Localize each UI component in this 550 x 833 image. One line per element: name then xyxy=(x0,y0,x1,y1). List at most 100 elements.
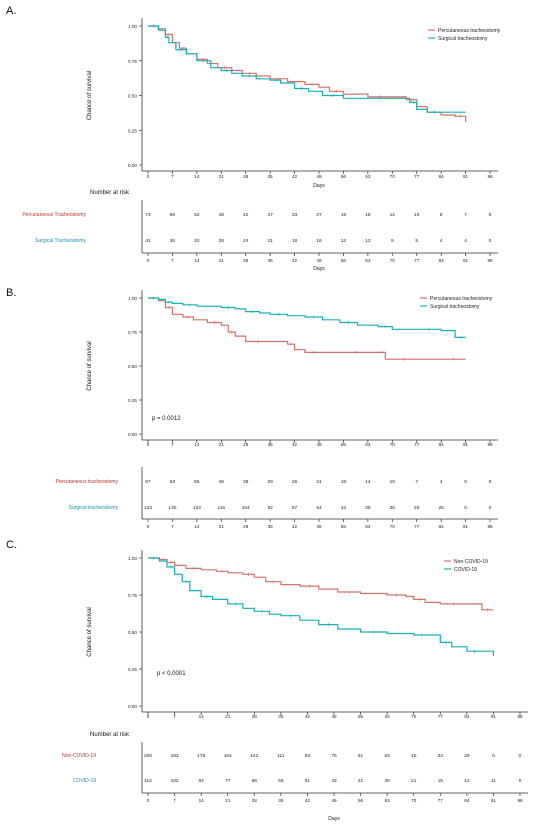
risk-value: 25 xyxy=(438,505,444,511)
legend-label: COVID-19 xyxy=(454,567,477,573)
risk-x-tick-label: 21 xyxy=(225,798,231,803)
risk-value: 111 xyxy=(277,753,285,759)
risk-value: 10 xyxy=(414,212,420,218)
risk-x-tick-label: 56 xyxy=(341,524,347,529)
x-tick-label: 56 xyxy=(341,442,347,447)
risk-x-tick-label: 91 xyxy=(491,798,497,803)
risk-x-tick-label: 49 xyxy=(316,258,322,263)
y-tick-label: 0.25 xyxy=(128,667,137,672)
x-tick-label: 91 xyxy=(463,174,469,179)
risk-value: 11 xyxy=(491,778,496,784)
risk-x-tick-label: 49 xyxy=(316,524,322,529)
risk-value: 49 xyxy=(219,212,225,218)
risk-value: 18 xyxy=(365,212,371,218)
y-tick-label: 0.75 xyxy=(128,593,137,598)
risk-value: 164 xyxy=(224,753,232,759)
y-tick-label: 0.00 xyxy=(128,163,137,168)
series-line-1 xyxy=(148,297,466,360)
x-tick-label: 84 xyxy=(464,714,470,719)
risk-value: 77 xyxy=(225,778,231,784)
x-tick-label: 28 xyxy=(243,442,249,447)
risk-x-tick-label: 70 xyxy=(390,524,396,529)
x-tick-label: 77 xyxy=(438,714,444,719)
risk-value: 133 xyxy=(144,505,152,511)
x-tick-label: 56 xyxy=(358,714,364,719)
risk-value: 73 xyxy=(145,212,151,218)
legend-label: Surgical tracheostomy xyxy=(430,304,480,310)
legend-label: Percutaneous tracheostomy xyxy=(438,28,501,34)
risk-x-tick-label: 84 xyxy=(464,798,470,803)
risk-value: 38 xyxy=(243,479,249,485)
y-tick-label: 1.00 xyxy=(128,24,137,29)
series-line-1 xyxy=(148,25,467,122)
risk-value: 67 xyxy=(145,479,151,485)
risk-value: 12 xyxy=(464,778,470,784)
x-tick-label: 49 xyxy=(316,442,322,447)
risk-value: 8 xyxy=(440,212,443,218)
risk-value: 48 xyxy=(219,479,225,485)
risk-value: 82 xyxy=(267,505,273,511)
x-tick-label: 84 xyxy=(439,442,445,447)
y-tick-label: 0.75 xyxy=(128,330,137,335)
risk-x-tick-label: 14 xyxy=(194,524,200,529)
risk-x-tick-label: 35 xyxy=(278,798,284,803)
series-line-2 xyxy=(148,557,494,656)
y-axis-label: Chance of survival xyxy=(87,607,93,656)
risk-value: 116 xyxy=(217,505,225,511)
risk-value: 84 xyxy=(198,778,204,784)
risk-x-tick-label: 35 xyxy=(268,258,274,263)
panel-label: B. xyxy=(6,287,16,299)
risk-x-tick-label: 28 xyxy=(252,798,258,803)
y-tick-label: 0.25 xyxy=(128,128,137,133)
risk-value: 51 xyxy=(305,778,311,784)
x-tick-label: 91 xyxy=(491,714,497,719)
risk-value: 0 xyxy=(489,479,492,485)
risk-value: 27 xyxy=(316,212,322,218)
x-tick-label: 35 xyxy=(268,442,274,447)
x-tick-label: 35 xyxy=(268,174,274,179)
risk-value: 7 xyxy=(464,212,467,218)
x-tick-label: 42 xyxy=(305,714,311,719)
series-line-1 xyxy=(148,557,494,611)
panel-2: B. 0.00 0.25 0.50 0.75 1.00 0 7 14 21 28 35 42 49 56 63… xyxy=(6,287,498,529)
risk-value: 26 xyxy=(292,479,298,485)
risk-x-tick-label: 21 xyxy=(219,258,225,263)
risk-x-tick-label: 42 xyxy=(305,798,311,803)
risk-value: 30 xyxy=(390,505,396,511)
x-tick-label: 28 xyxy=(243,174,249,179)
y-tick-label: 0.50 xyxy=(128,364,137,369)
risk-value: 30 xyxy=(384,778,390,784)
risk-x-tick-label: 98 xyxy=(487,258,493,263)
risk-x-axis-label: Days xyxy=(313,266,325,272)
risk-value: 0 xyxy=(464,479,467,485)
risk-x-tick-label: 21 xyxy=(219,524,225,529)
risk-value: 40 xyxy=(411,753,417,759)
x-tick-label: 35 xyxy=(278,714,284,719)
x-tick-label: 56 xyxy=(341,174,347,179)
risk-x-tick-label: 77 xyxy=(414,258,420,263)
risk-x-tick-label: 0 xyxy=(147,524,150,529)
x-tick-label: 0 xyxy=(147,442,150,447)
risk-value: 18 xyxy=(292,238,298,244)
risk-x-tick-label: 98 xyxy=(517,798,523,803)
x-tick-label: 28 xyxy=(252,714,258,719)
legend-label: Percutaneous tracheostomy xyxy=(430,296,493,302)
risk-value: 66 xyxy=(170,212,176,218)
risk-value: 55 xyxy=(194,479,200,485)
risk-value: 33 xyxy=(292,212,298,218)
panel-3: C. 0.00 0.25 0.50 0.75 1.00 0 7 14 21 28 35 42 49 56 63… xyxy=(6,539,528,822)
x-tick-label: 42 xyxy=(292,442,298,447)
x-tick-label: 0 xyxy=(147,714,150,719)
risk-value: 15 xyxy=(438,778,444,784)
risk-value: 10 xyxy=(390,479,396,485)
risk-value: 123 xyxy=(193,505,201,511)
risk-value: 26 xyxy=(414,505,420,511)
risk-value: 39 xyxy=(365,505,371,511)
risk-x-tick-label: 49 xyxy=(331,798,337,803)
risk-value: 21 xyxy=(267,238,273,244)
panel-1: A.0.000.250.500.751.000 7 14 21 28 35 42 49 56 63… xyxy=(6,5,501,272)
risk-x-tick-label: 0 xyxy=(147,798,150,803)
risk-value: 16 xyxy=(316,238,322,244)
x-tick-label: 21 xyxy=(219,174,225,179)
risk-x-tick-label: 56 xyxy=(341,258,347,263)
